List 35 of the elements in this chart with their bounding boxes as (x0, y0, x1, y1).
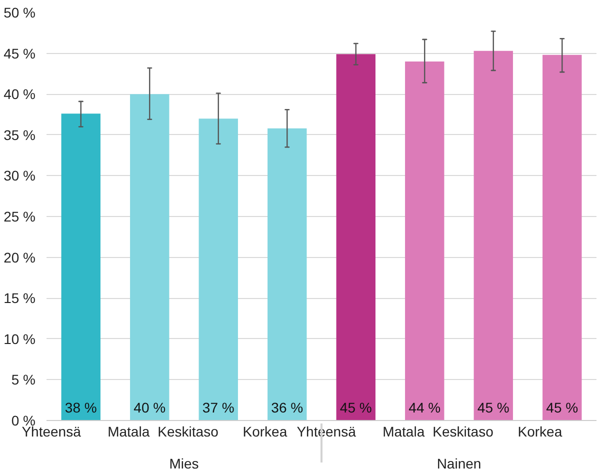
bar (542, 54, 582, 420)
y-tick-label: 10 % (4, 330, 36, 347)
bar (61, 114, 100, 420)
x-tick-label: Korkea (518, 424, 562, 440)
data-label: 45 % (340, 400, 372, 416)
bar (268, 128, 307, 420)
data-label: 45 % (546, 400, 578, 416)
y-tick-label: 15 % (4, 290, 36, 306)
data-label: 37 % (202, 400, 234, 416)
bar (336, 54, 376, 420)
y-tick-label: 50 % (4, 4, 36, 20)
data-label: 40 % (134, 400, 166, 416)
data-label: 45 % (477, 400, 510, 416)
x-tick-label: Yhteensä (296, 424, 356, 440)
bar (130, 94, 170, 420)
data-label: 36 % (271, 400, 304, 416)
text: Nainen (436, 456, 482, 472)
bar (474, 50, 513, 420)
x-tick-label: Matala (382, 424, 425, 440)
y-tick-label: 30 % (4, 168, 36, 184)
data-label: 44 % (408, 400, 441, 416)
x-tick-label: Matala (108, 424, 150, 440)
text: Mies (169, 456, 199, 472)
bar (405, 61, 444, 420)
bar (198, 118, 238, 420)
y-tick-label: 45 % (4, 45, 36, 62)
x-tick-label: Keskitaso (158, 424, 219, 440)
data-label: 38 % (64, 400, 97, 416)
y-tick-label: 35 % (4, 126, 36, 143)
y-tick-label: 5 % (11, 372, 36, 388)
x-tick-label: Korkea (242, 424, 288, 440)
y-tick-label: 25 % (4, 208, 36, 224)
y-tick-label: 20 % (4, 249, 36, 266)
y-tick-label: 40 % (4, 86, 36, 102)
x-tick-label: Keskitaso (432, 424, 494, 440)
